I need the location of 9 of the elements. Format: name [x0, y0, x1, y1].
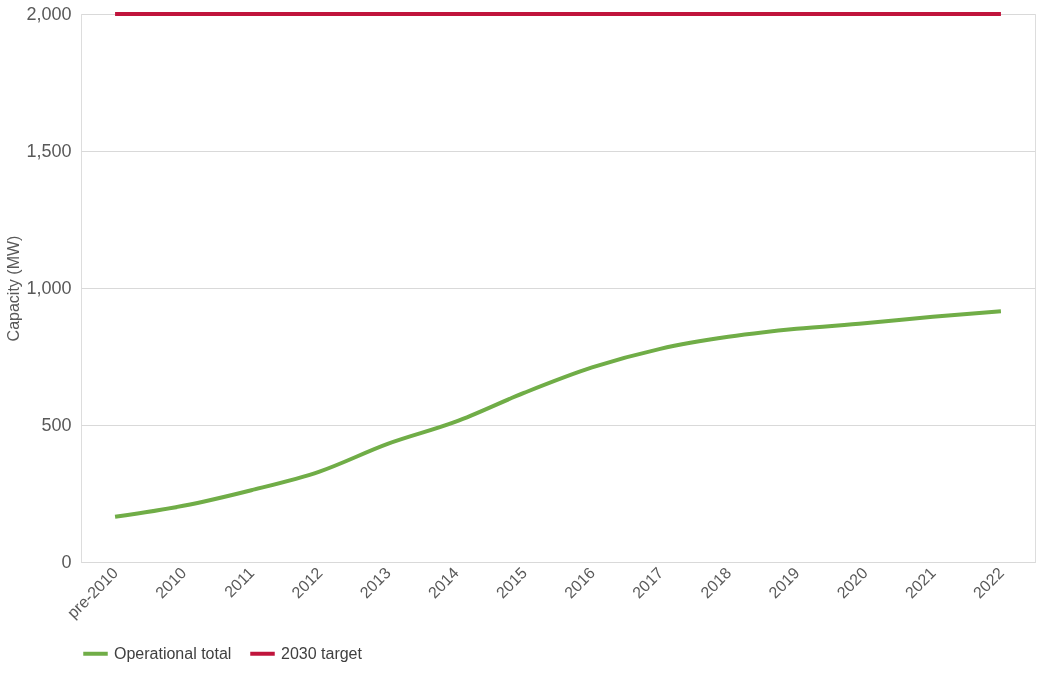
y-axis-title: Capacity (MW)	[5, 235, 23, 342]
legend-label: 2030 target	[281, 644, 363, 662]
legend-label: Operational total	[114, 644, 232, 662]
y-tick-label: 1,000	[26, 277, 72, 298]
y-tick-label: 0	[61, 551, 72, 572]
y-tick-label: 1,500	[26, 140, 72, 161]
line-series	[113, 309, 1003, 519]
y-tick-label: 500	[41, 414, 72, 435]
y-tick-label: 2,000	[26, 3, 72, 24]
